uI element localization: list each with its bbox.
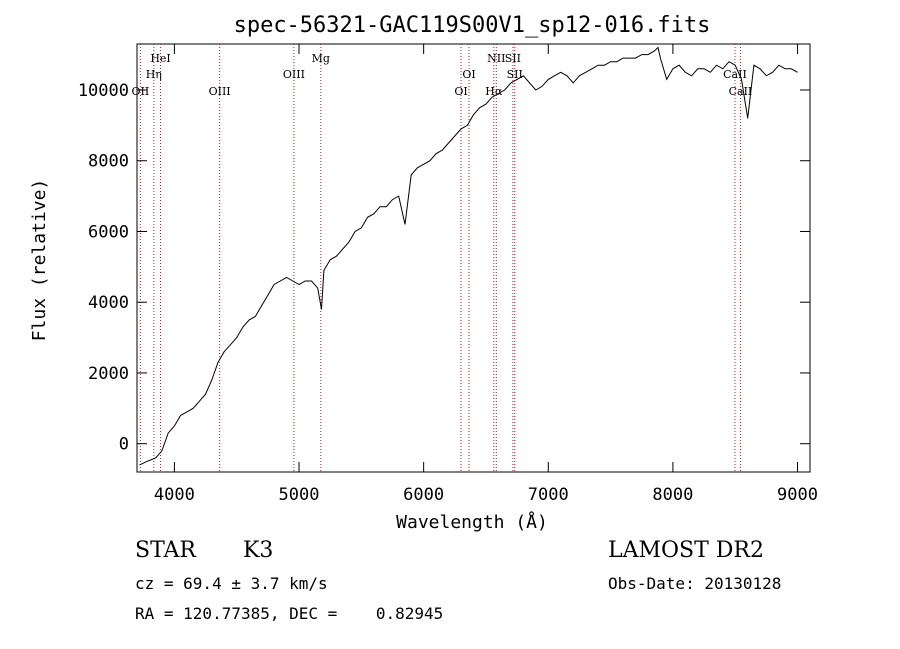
line-label: OII <box>132 85 150 98</box>
chart-title: spec-56321-GAC119S00V1_sp12-016.fits <box>234 13 711 38</box>
y-tick-label: 10000 <box>78 81 129 101</box>
y-tick-label: 6000 <box>88 222 129 242</box>
object-subclass: K3 <box>243 538 274 563</box>
line-label: CaII <box>729 85 753 98</box>
x-tick-label: 5000 <box>279 485 320 505</box>
line-label: CaII <box>723 68 747 81</box>
line-label: OIII <box>209 85 231 98</box>
survey-name: LAMOST DR2 <box>608 538 764 563</box>
redshift-text: cz = 69.4 ± 3.7 km/s <box>135 574 328 593</box>
spectrum-line <box>139 46 798 466</box>
y-axis: 0 2000 4000 6000 8000 10000 <box>78 81 810 455</box>
y-tick-label: 4000 <box>88 293 129 313</box>
line-label: OIII <box>283 68 305 81</box>
x-tick-label: 8000 <box>652 485 693 505</box>
coordinates: RA = 120.77385, DEC = 0.82945 <box>135 604 444 623</box>
obs-date: Obs-Date: 20130128 <box>608 574 782 593</box>
y-axis-label: Flux (relative) <box>29 179 50 342</box>
x-tick-label: 6000 <box>403 485 444 505</box>
x-tick-label: 4000 <box>154 485 195 505</box>
x-tick-label: 9000 <box>777 485 818 505</box>
plot-frame <box>136 43 811 473</box>
line-label: OI <box>462 68 475 81</box>
y-tick-label: 0 <box>119 435 129 455</box>
object-class: STAR <box>135 538 196 563</box>
line-label: SII <box>505 52 521 65</box>
line-label: Mg <box>312 52 330 65</box>
line-label: HeI <box>150 52 170 65</box>
y-tick-label: 2000 <box>88 364 129 384</box>
emission-line-labels: Hη HeI OII OIII OIII Mg OI OI NII SII SII Hα CaII CaI… <box>132 52 753 98</box>
line-label: OI <box>454 85 467 98</box>
x-tick-label: 7000 <box>528 485 569 505</box>
y-tick-label: 8000 <box>88 152 129 172</box>
emission-line-markers <box>139 44 741 472</box>
line-label: Hη <box>146 68 162 81</box>
x-axis: 4000 5000 6000 7000 8000 9000 <box>154 44 818 505</box>
line-label: SII <box>507 68 523 81</box>
line-label: Hα <box>485 85 503 98</box>
x-axis-label: Wavelength (Å) <box>396 511 548 533</box>
line-label: NII <box>487 52 505 65</box>
